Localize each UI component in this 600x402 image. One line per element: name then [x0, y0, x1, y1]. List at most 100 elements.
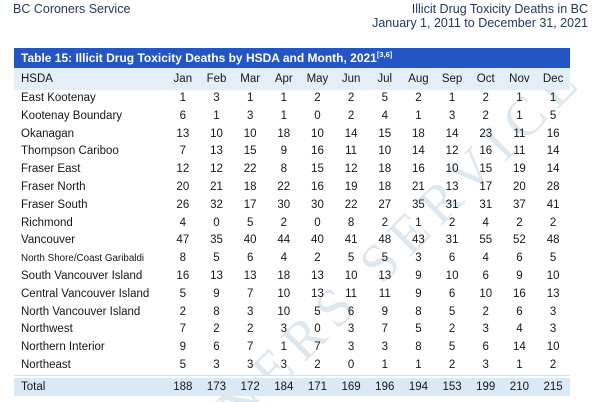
value-cell: 12 — [176, 163, 190, 176]
value-cell: 17 — [479, 180, 493, 193]
value-cell: 6 — [347, 305, 355, 318]
value-cell: 5 — [381, 92, 388, 104]
value-cell: 153 — [435, 375, 469, 396]
row-label: Okanagan — [21, 127, 75, 140]
value-cell: 13 — [210, 269, 223, 282]
value-cell: 9 — [415, 269, 422, 282]
table-15-container: Table 15: Illicit Drug Toxicity Deaths b… — [14, 48, 570, 396]
value-cell: 9 — [213, 287, 220, 300]
value-cell: 7 — [246, 287, 254, 300]
value-cell: 18 — [378, 180, 392, 193]
column-header-month: Jun — [334, 68, 368, 90]
value-cell: 14 — [445, 127, 459, 140]
value-cell: 19 — [512, 163, 526, 176]
value-cell: 13 — [176, 127, 190, 140]
value-cell: 6 — [179, 109, 187, 122]
value-cell: 55 — [479, 234, 493, 247]
value-cell: 11 — [345, 287, 358, 300]
value-cell: 30 — [311, 198, 324, 211]
value-cell: 3 — [549, 323, 557, 336]
value-cell: 6 — [448, 287, 456, 300]
value-cell: 41 — [344, 234, 358, 247]
column-header-month: Jan — [166, 68, 200, 90]
value-cell: 15 — [243, 145, 257, 158]
table-row: Fraser East 12 12 22 8 15 12 18 16 10 15 19 14 — [14, 161, 570, 179]
org-name: BC Coroners Service — [13, 2, 131, 16]
value-cell: 3 — [233, 357, 267, 376]
report-header: Illicit Drug Toxicity Deaths in BC Janua… — [372, 2, 588, 30]
table-body: East Kootenay 1 3 1 1 2 2 5 2 1 2 1 1 Kootenay Bounda… — [14, 90, 570, 396]
value-cell: 28 — [546, 180, 560, 193]
table-row: Fraser South 26 32 17 30 30 22 27 35 31 31 37 41 — [14, 197, 570, 215]
table-row: Northeast 5 3 3 3 2 0 1 1 2 3 1 2 — [14, 357, 570, 376]
value-cell: 13 — [243, 269, 257, 282]
value-cell: 22 — [344, 198, 358, 211]
report-date-range: January 1, 2011 to December 31, 2021 — [372, 15, 588, 30]
row-label: East Kootenay — [21, 92, 96, 104]
value-cell: 41 — [546, 198, 560, 211]
value-cell: 2 — [549, 216, 557, 229]
value-cell: 16 — [546, 127, 560, 140]
value-cell: 10 — [479, 287, 493, 300]
value-cell: 16 — [412, 163, 425, 176]
value-cell: 3 — [266, 357, 301, 376]
value-cell: 5 — [246, 216, 254, 229]
value-cell: 1 — [367, 357, 402, 376]
value-cell: 1 — [549, 92, 557, 104]
value-cell: 10 — [378, 145, 392, 158]
value-cell: 4 — [280, 252, 287, 265]
column-header-month: Sep — [435, 68, 469, 90]
total-row: Total 188 173 172 184 171 169 196 194 153 199 210 21… — [14, 375, 570, 396]
value-cell: 14 — [344, 127, 358, 140]
row-label: Northwest — [21, 323, 73, 336]
column-header-month: May — [300, 68, 335, 90]
value-cell: 15 — [479, 163, 493, 176]
value-cell: 10 — [311, 127, 324, 140]
table-header-row: HSDA Jan Feb Mar Apr May Jun Jul Aug Sep Oct Nov Dec — [14, 68, 570, 90]
column-header-hsda: HSDA — [14, 68, 166, 90]
value-cell: 1 — [502, 357, 537, 376]
table-row: South Vancouver Island 16 13 13 18 13 10 13 9 10 6… — [14, 268, 570, 286]
column-header-month: Mar — [233, 68, 267, 90]
value-cell: 18 — [243, 180, 257, 193]
value-cell: 169 — [334, 375, 368, 396]
value-cell: 3 — [415, 252, 422, 265]
table-row: North Shore/Coast Garibaldi 8 5 6 4 2 5 5 3 6 4 6 5 — [14, 250, 570, 268]
value-cell: 1 — [516, 109, 523, 122]
value-cell: 6 — [448, 252, 456, 265]
value-cell: 6 — [482, 269, 489, 282]
column-header-month: Feb — [199, 68, 234, 90]
value-cell: 10 — [277, 305, 291, 318]
value-cell: 10 — [445, 269, 459, 282]
row-label: North Shore/Coast Garibaldi — [21, 253, 145, 265]
value-cell: 173 — [199, 375, 234, 396]
column-header-month: Jul — [367, 68, 402, 90]
value-cell: 6 — [482, 341, 489, 354]
value-cell: 3 — [199, 357, 234, 376]
value-cell: 0 — [213, 216, 220, 229]
value-cell: 3 — [549, 305, 557, 318]
value-cell: 215 — [536, 375, 570, 396]
value-cell: 35 — [210, 234, 223, 247]
table-title-bar: Table 15: Illicit Drug Toxicity Deaths b… — [14, 48, 570, 68]
value-cell: 8 — [347, 216, 355, 229]
table-row: Thompson Cariboo 7 13 15 9 16 11 10 14 12 16 11 14 — [14, 143, 570, 161]
value-cell: 16 — [311, 180, 324, 193]
value-cell: 6 — [246, 252, 254, 265]
value-cell: 5 — [448, 305, 456, 318]
value-cell: 171 — [300, 375, 335, 396]
column-header-month: Nov — [502, 68, 537, 90]
value-cell: 3 — [246, 305, 254, 318]
value-cell: 2 — [482, 92, 489, 104]
value-cell: 4 — [482, 216, 489, 229]
value-cell: 2 — [482, 305, 489, 318]
value-cell: 3 — [381, 341, 388, 354]
value-cell: 188 — [166, 375, 200, 396]
value-cell: 7 — [246, 341, 254, 354]
value-cell: 5 — [213, 252, 220, 265]
value-cell: 8 — [415, 341, 422, 354]
table-row: North Vancouver Island 2 8 3 10 5 6 9 8 5 2 6 3 — [14, 304, 570, 322]
value-cell: 2 — [381, 216, 388, 229]
value-cell: 7 — [179, 323, 187, 336]
